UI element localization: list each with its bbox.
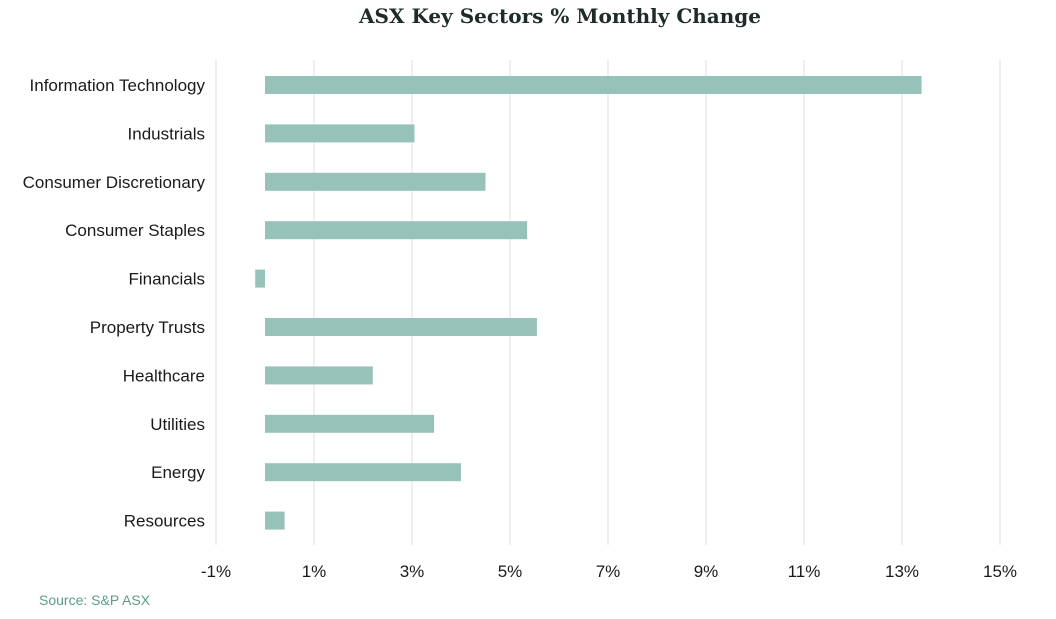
- source-note: Source: S&P ASX: [39, 592, 151, 608]
- x-tick-label: 3%: [400, 562, 425, 581]
- bar: [265, 172, 486, 191]
- category-label: Utilities: [150, 415, 205, 434]
- category-label: Consumer Discretionary: [23, 173, 206, 192]
- category-label: Healthcare: [123, 366, 205, 385]
- category-label: Consumer Staples: [65, 221, 205, 240]
- bar: [265, 221, 528, 240]
- category-label: Information Technology: [30, 76, 206, 95]
- category-labels: Information Technology Industrials Consume…: [23, 76, 206, 531]
- category-label: Energy: [151, 463, 205, 482]
- bar: [265, 318, 537, 336]
- bar: [265, 463, 461, 482]
- x-tick-label: 9%: [694, 562, 719, 581]
- x-tick-label: 11%: [788, 562, 821, 581]
- x-tick-label: 15%: [983, 562, 1017, 581]
- chart-title: ASX Key Sectors % Monthly Change: [359, 4, 761, 28]
- x-tick-label: 1%: [302, 562, 327, 581]
- x-tick-label: -1%: [201, 562, 231, 581]
- x-tick-label: 13%: [885, 562, 919, 581]
- bar: [265, 76, 922, 94]
- bar: [265, 414, 435, 433]
- bar: [265, 511, 285, 530]
- x-tick-label: 7%: [596, 562, 621, 581]
- category-label: Financials: [128, 270, 205, 289]
- bar: [265, 366, 373, 385]
- bars: [255, 76, 922, 530]
- category-label: Industrials: [128, 124, 205, 143]
- x-tick-label: 5%: [498, 562, 523, 581]
- x-tick-labels: -1% 1% 3% 5% 7% 9% 11% 13% 15%: [201, 562, 1017, 581]
- category-label: Property Trusts: [90, 318, 205, 337]
- bar: [255, 269, 265, 288]
- category-label: Resources: [124, 512, 205, 531]
- bar: [265, 124, 415, 143]
